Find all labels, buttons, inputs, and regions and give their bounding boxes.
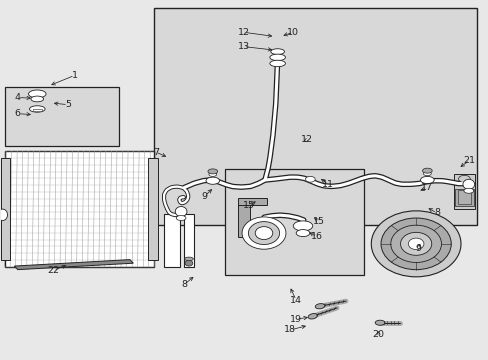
Ellipse shape — [423, 171, 430, 176]
Bar — [33, 109, 41, 111]
Bar — [224, 169, 363, 275]
Text: 15: 15 — [312, 217, 324, 226]
Text: 12: 12 — [237, 28, 249, 37]
Circle shape — [380, 218, 450, 270]
Ellipse shape — [293, 221, 312, 231]
Text: 7: 7 — [152, 148, 159, 157]
Ellipse shape — [459, 196, 468, 202]
Ellipse shape — [422, 168, 431, 173]
Text: 6: 6 — [15, 109, 20, 118]
Circle shape — [255, 226, 272, 239]
Text: 5: 5 — [65, 100, 71, 109]
Ellipse shape — [31, 96, 43, 102]
Ellipse shape — [307, 314, 317, 319]
Ellipse shape — [296, 230, 309, 237]
Ellipse shape — [420, 176, 433, 184]
Text: 14: 14 — [289, 296, 302, 305]
Ellipse shape — [184, 257, 193, 261]
Text: 22: 22 — [47, 266, 59, 275]
Bar — [454, 189, 473, 206]
Circle shape — [400, 232, 431, 255]
Circle shape — [407, 238, 423, 249]
Text: 4: 4 — [15, 93, 20, 102]
Bar — [237, 198, 266, 205]
Ellipse shape — [0, 209, 7, 221]
Text: 20: 20 — [372, 330, 384, 339]
Text: 9: 9 — [414, 244, 420, 253]
Ellipse shape — [28, 90, 46, 98]
Ellipse shape — [315, 303, 324, 309]
Ellipse shape — [463, 188, 473, 193]
Bar — [457, 190, 470, 204]
Ellipse shape — [462, 179, 474, 189]
Ellipse shape — [458, 175, 469, 183]
Bar — [0, 158, 10, 260]
Text: 15: 15 — [243, 201, 255, 210]
Bar — [183, 214, 194, 267]
Text: 11: 11 — [322, 180, 334, 189]
Circle shape — [390, 225, 441, 262]
Text: 9: 9 — [201, 192, 207, 201]
Ellipse shape — [176, 216, 185, 221]
Ellipse shape — [175, 207, 186, 217]
Text: 10: 10 — [286, 28, 299, 37]
Text: 13: 13 — [237, 42, 249, 51]
Text: 19: 19 — [289, 315, 302, 324]
Text: 1: 1 — [72, 71, 78, 80]
Circle shape — [370, 211, 460, 277]
Bar — [4, 151, 154, 267]
Ellipse shape — [29, 106, 45, 112]
Ellipse shape — [269, 60, 285, 67]
Circle shape — [248, 222, 279, 244]
Text: 17: 17 — [421, 183, 432, 192]
Ellipse shape — [205, 177, 219, 184]
Bar — [154, 8, 476, 225]
Text: 8: 8 — [181, 280, 186, 289]
Ellipse shape — [305, 176, 315, 182]
Ellipse shape — [270, 49, 284, 54]
Text: 18: 18 — [284, 325, 296, 334]
Bar — [163, 214, 179, 267]
Ellipse shape — [374, 320, 384, 325]
Text: 12: 12 — [300, 135, 312, 144]
Ellipse shape — [269, 54, 285, 60]
Text: 16: 16 — [310, 232, 322, 241]
Bar — [4, 87, 119, 146]
Circle shape — [242, 217, 285, 249]
Text: 21: 21 — [463, 156, 475, 165]
Bar — [237, 205, 249, 237]
Ellipse shape — [207, 169, 217, 174]
Bar — [148, 158, 158, 260]
Ellipse shape — [208, 172, 216, 176]
Ellipse shape — [184, 260, 192, 266]
Bar — [453, 174, 474, 210]
Polygon shape — [14, 260, 133, 270]
Text: 8: 8 — [433, 208, 439, 217]
